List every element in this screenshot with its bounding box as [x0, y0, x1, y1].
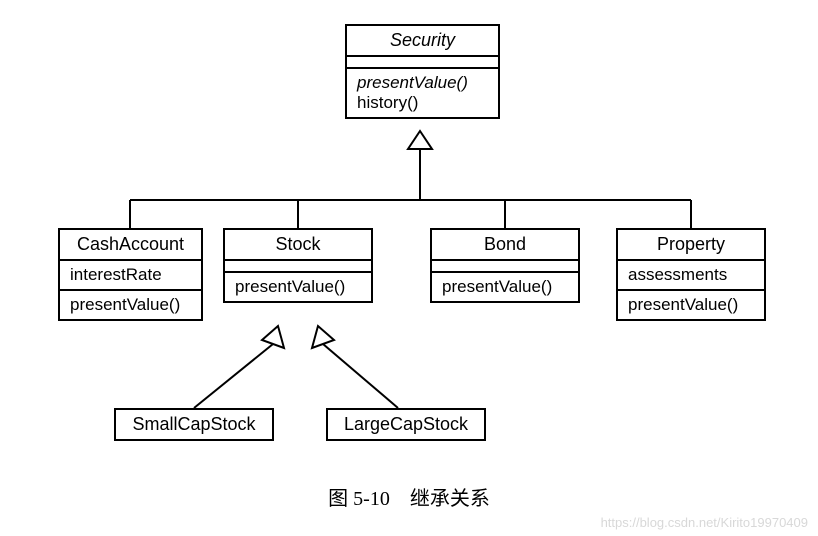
class-name: Security — [347, 26, 498, 57]
class-stock: Stock presentValue() — [223, 228, 373, 303]
class-smallcapstock: SmallCapStock — [114, 408, 274, 441]
method: history() — [357, 93, 488, 113]
connector-line — [323, 344, 398, 408]
connector-line — [194, 344, 273, 408]
class-name: SmallCapStock — [116, 410, 272, 439]
class-cashaccount: CashAccount interestRate presentValue() — [58, 228, 203, 321]
class-attrs: assessments — [618, 261, 764, 291]
inheritance-arrowhead — [312, 326, 334, 348]
class-bond: Bond presentValue() — [430, 228, 580, 303]
class-property: Property assessments presentValue() — [616, 228, 766, 321]
class-name: Bond — [432, 230, 578, 261]
attr: interestRate — [70, 265, 191, 285]
class-name: CashAccount — [60, 230, 201, 261]
method: presentValue() — [70, 295, 191, 315]
inheritance-arrowhead — [408, 131, 432, 149]
uml-diagram: Security presentValue() history() CashAc… — [0, 0, 818, 536]
class-name: LargeCapStock — [328, 410, 484, 439]
class-methods: presentValue() — [432, 273, 578, 301]
figure-caption: 图 5-10 继承关系 — [0, 482, 818, 511]
class-attrs: interestRate — [60, 261, 201, 291]
class-methods: presentValue() — [618, 291, 764, 319]
class-largecapstock: LargeCapStock — [326, 408, 486, 441]
class-attrs-empty — [432, 261, 578, 273]
class-methods: presentValue() — [60, 291, 201, 319]
class-security: Security presentValue() history() — [345, 24, 500, 119]
inheritance-arrowhead — [262, 326, 284, 348]
class-attrs-empty — [225, 261, 371, 273]
class-methods: presentValue() — [225, 273, 371, 301]
class-attrs-empty — [347, 57, 498, 69]
method: presentValue() — [442, 277, 568, 297]
watermark: https://blog.csdn.net/Kirito19970409 — [601, 515, 808, 530]
method: presentValue() — [357, 73, 488, 93]
method: presentValue() — [628, 295, 754, 315]
attr: assessments — [628, 265, 754, 285]
class-name: Stock — [225, 230, 371, 261]
class-methods: presentValue() history() — [347, 69, 498, 117]
method: presentValue() — [235, 277, 361, 297]
class-name: Property — [618, 230, 764, 261]
